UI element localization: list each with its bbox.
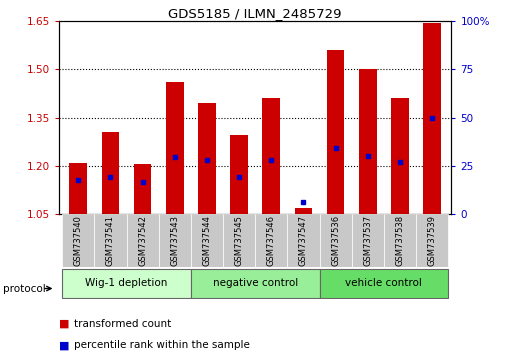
Bar bbox=[94, 214, 127, 267]
Text: protocol: protocol bbox=[3, 284, 45, 293]
Text: percentile rank within the sample: percentile rank within the sample bbox=[74, 340, 250, 350]
Text: GSM737536: GSM737536 bbox=[331, 215, 340, 266]
Bar bbox=[159, 214, 191, 267]
Text: GSM737538: GSM737538 bbox=[396, 215, 404, 266]
Text: GSM737547: GSM737547 bbox=[299, 215, 308, 266]
Bar bbox=[294, 208, 312, 214]
Bar bbox=[384, 214, 416, 267]
Bar bbox=[320, 214, 352, 267]
Bar bbox=[62, 214, 94, 267]
Text: vehicle control: vehicle control bbox=[345, 278, 422, 287]
Bar bbox=[191, 214, 223, 267]
Text: GSM737537: GSM737537 bbox=[363, 215, 372, 266]
Text: negative control: negative control bbox=[212, 278, 298, 287]
Bar bbox=[255, 214, 287, 267]
Bar bbox=[391, 98, 409, 214]
Bar bbox=[127, 214, 159, 267]
Bar bbox=[359, 69, 377, 214]
Text: ■: ■ bbox=[59, 340, 69, 350]
Text: transformed count: transformed count bbox=[74, 319, 172, 329]
Text: ■: ■ bbox=[59, 319, 69, 329]
Text: Wig-1 depletion: Wig-1 depletion bbox=[85, 278, 168, 287]
Bar bbox=[166, 82, 184, 214]
Bar bbox=[327, 50, 345, 214]
Bar bbox=[102, 132, 120, 214]
Bar bbox=[62, 269, 191, 297]
Text: GSM737541: GSM737541 bbox=[106, 215, 115, 266]
Text: GSM737540: GSM737540 bbox=[74, 215, 83, 266]
Text: GSM737539: GSM737539 bbox=[428, 215, 437, 266]
Bar bbox=[423, 23, 441, 214]
Bar bbox=[69, 163, 87, 214]
Bar bbox=[320, 269, 448, 297]
Text: GSM737546: GSM737546 bbox=[267, 215, 276, 266]
Text: GSM737545: GSM737545 bbox=[234, 215, 244, 266]
Bar bbox=[191, 269, 320, 297]
Bar bbox=[352, 214, 384, 267]
Bar bbox=[287, 214, 320, 267]
Bar bbox=[198, 103, 216, 214]
Bar bbox=[230, 135, 248, 214]
Text: GSM737542: GSM737542 bbox=[138, 215, 147, 266]
Bar bbox=[416, 214, 448, 267]
Title: GDS5185 / ILMN_2485729: GDS5185 / ILMN_2485729 bbox=[168, 7, 342, 20]
Text: GSM737544: GSM737544 bbox=[203, 215, 211, 266]
Bar bbox=[263, 98, 280, 214]
Bar bbox=[223, 214, 255, 267]
Bar bbox=[134, 164, 151, 214]
Text: GSM737543: GSM737543 bbox=[170, 215, 180, 266]
